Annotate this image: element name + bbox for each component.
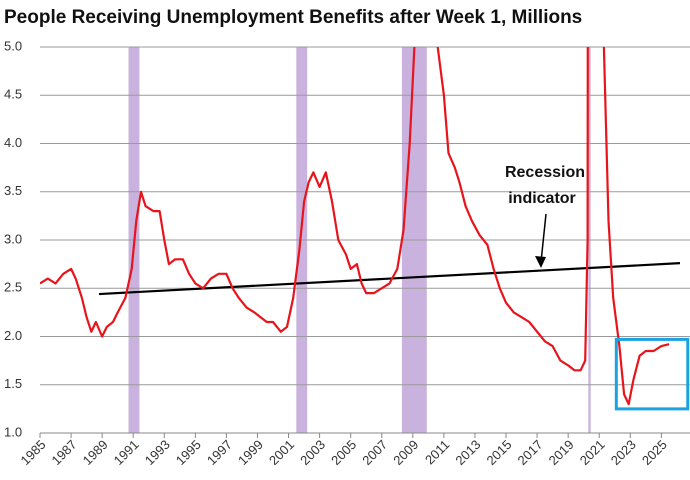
x-tick-label: 1991 (111, 437, 142, 468)
y-tick-label: 1.5 (4, 376, 22, 391)
x-tick-label: 2001 (266, 437, 297, 468)
plot-area (39, 46, 690, 438)
x-tick-label: 2007 (359, 437, 390, 468)
x-tick-label: 2003 (297, 437, 328, 468)
x-tick-label: 2011 (422, 437, 452, 467)
x-tick-label: 2017 (515, 437, 546, 468)
arrow-head (535, 256, 546, 268)
y-tick-label: 3.0 (4, 231, 22, 246)
chart-title: People Receiving Unemployment Benefits a… (4, 7, 582, 28)
x-tick-label: 2019 (546, 437, 577, 468)
trend-line (98, 262, 681, 296)
x-tick-label: 2023 (608, 437, 639, 468)
data-line (40, 47, 670, 406)
x-tick-label: 2009 (390, 437, 421, 468)
annotation-arrow (540, 213, 547, 263)
x-tick-label: 1987 (49, 437, 80, 468)
x-tick-label: 1997 (204, 437, 235, 468)
x-tick-label: 1993 (142, 437, 173, 468)
y-tick-label: 5.0 (4, 38, 22, 53)
y-tick-label: 2.0 (4, 328, 22, 343)
y-tick-label: 3.5 (4, 183, 22, 198)
x-tick-label: 1999 (235, 437, 266, 468)
annotation: Recession (505, 164, 585, 181)
x-tick-label: 2013 (452, 437, 483, 468)
highlight-box (614, 337, 690, 411)
x-tick-label: 2025 (639, 437, 670, 468)
x-tick-label: 1985 (17, 437, 48, 468)
x-tick-label: 2015 (484, 437, 515, 468)
y-tick-label: 4.0 (4, 135, 22, 150)
annotation: indicator (508, 190, 576, 207)
x-tick-label: 1989 (80, 437, 111, 468)
x-tick-label: 2021 (577, 437, 608, 468)
x-tick-label: 1995 (173, 437, 204, 468)
y-tick-label: 1.0 (4, 424, 22, 439)
x-tick-label: 2005 (328, 437, 359, 468)
y-tick-label: 2.5 (4, 280, 22, 295)
y-tick-label: 4.5 (4, 87, 22, 102)
